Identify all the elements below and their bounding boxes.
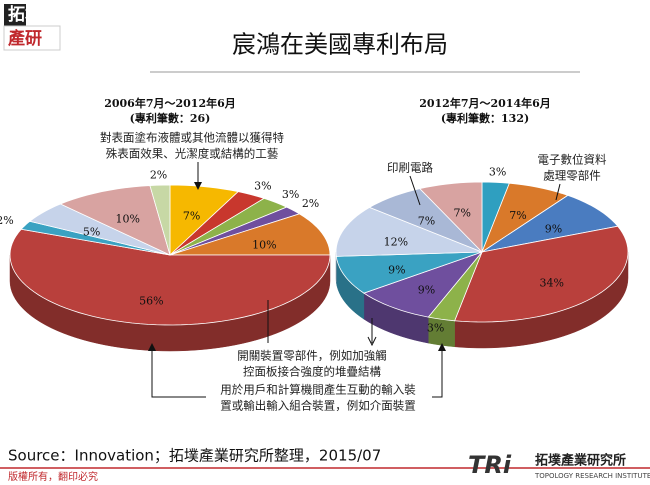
value-label: 7%	[418, 215, 435, 228]
copyright: 版權所有，翻印必究	[8, 470, 98, 483]
pie-slice	[9, 228, 331, 326]
pie-slice	[481, 182, 569, 254]
page-title: 宸鴻在美國專利布局	[232, 31, 448, 59]
pie-slice	[454, 225, 629, 323]
value-label: 34%	[540, 277, 564, 290]
value-label: 10%	[116, 213, 140, 226]
source: Source：Innovation；拓墣產業研究所整理，2015/07	[8, 447, 381, 465]
logo-box	[3, 25, 61, 51]
annotation: 開關裝置零部件，例如加強觸	[237, 349, 387, 363]
annotation: 用於用戶和計算機間產生互動的輸入裝	[220, 383, 416, 397]
pie-slice	[28, 203, 171, 256]
arrow	[148, 343, 156, 351]
value-label: 3%	[282, 188, 299, 201]
pie-slice	[335, 206, 483, 257]
value-label: 56%	[139, 295, 163, 308]
value-label: 9%	[418, 283, 435, 296]
value-label: 5%	[83, 225, 100, 238]
pie-slice	[335, 251, 483, 294]
annotation: 控面板接合強度的堆疊結構	[243, 365, 381, 379]
value-label: 3%	[489, 166, 506, 179]
chart-title: 2006年7月～2012年6月	[104, 96, 236, 110]
value-label: 7%	[183, 210, 200, 223]
annotation: 置或輸出輸入組合裝置，例如介面裝置	[220, 399, 416, 413]
arrow	[438, 343, 446, 351]
brand-english: TOPOLOGY RESEARCH INSTITUTE	[534, 472, 650, 480]
logo-text: 拓墣	[8, 5, 42, 25]
annotation: 電子數位資料	[538, 153, 607, 167]
pie-slice	[169, 213, 331, 256]
value-label: 9%	[388, 264, 405, 277]
pie-slice	[362, 251, 484, 318]
value-label: 2%	[0, 214, 14, 227]
annotation: 處理零部件	[543, 169, 601, 183]
pie-slice	[481, 194, 619, 253]
value-label: 3%	[254, 179, 271, 192]
value-label: 2%	[302, 197, 319, 210]
pie-slice	[169, 184, 239, 256]
annotation: 殊表面效果、光潔度或結構的工藝	[106, 147, 279, 161]
value-label: 3%	[427, 322, 444, 335]
pie-slice	[149, 184, 171, 256]
value-label: 7%	[454, 207, 471, 220]
callout-line	[151, 345, 206, 398]
annotation: 印刷電路	[387, 161, 433, 175]
brand-name: 拓墣產業研究所	[535, 453, 626, 469]
value-label: 9%	[545, 222, 562, 235]
chart-title: 2012年7月～2014年6月	[419, 96, 551, 110]
pie-slice	[419, 181, 483, 253]
chart-subtitle: (專利筆數：26)	[130, 111, 211, 125]
callout-line	[409, 175, 421, 206]
value-label: 7%	[509, 209, 526, 222]
logo-text: 產研	[8, 28, 42, 49]
chart-subtitle: (專利筆數：132)	[441, 111, 529, 125]
annotation: 對表面塗布液體或其他流體以獲得特	[100, 131, 284, 145]
callout-line	[367, 318, 377, 347]
pie-slice	[59, 185, 171, 256]
callout-line	[555, 183, 561, 201]
brand: TRi	[468, 451, 512, 479]
callout-line	[432, 345, 443, 398]
value-label: 2%	[150, 168, 167, 181]
pies: 7%3%3%2%10%56%2%5%10%2%3%7%9%34%3%9%9%12…	[0, 166, 629, 352]
logo-box	[4, 4, 26, 26]
value-label: 10%	[252, 239, 276, 252]
arrow	[194, 182, 202, 190]
value-label: 12%	[384, 236, 408, 249]
